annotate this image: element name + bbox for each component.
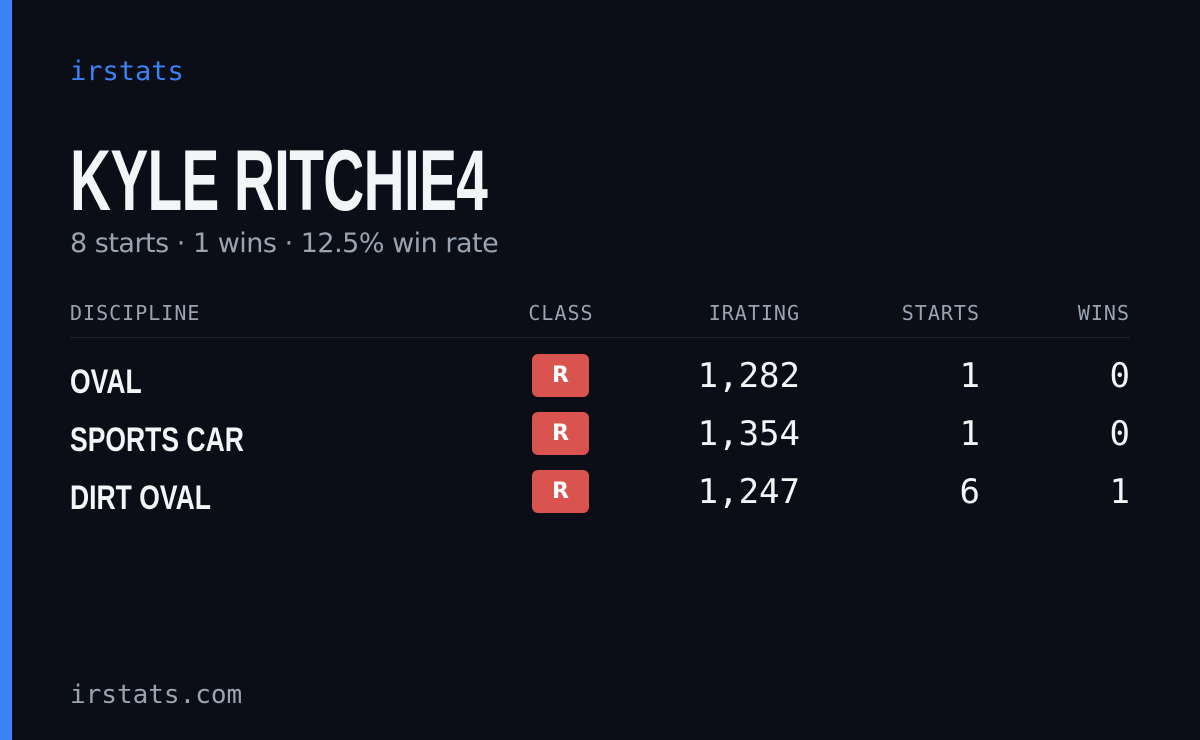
starts: 1 — [959, 356, 980, 396]
column-header: DISCIPLINE — [70, 301, 201, 325]
header-rule — [70, 337, 1130, 338]
footer: irstats.com — [70, 680, 243, 710]
brand: irstats — [70, 56, 184, 87]
summary: 8 starts · 1 wins · 12.5% win rate — [70, 228, 499, 259]
discipline: SPORTS CAR — [70, 421, 244, 459]
column-header: CLASS — [528, 301, 594, 325]
wins: 0 — [1109, 356, 1130, 396]
wins: 1 — [1109, 472, 1130, 512]
column-header: IRATING — [708, 301, 800, 325]
irating: 1,247 — [697, 472, 800, 512]
column-header: WINS — [1077, 301, 1130, 325]
class-badge: R — [532, 354, 589, 397]
starts: 1 — [959, 414, 980, 454]
discipline: DIRT OVAL — [70, 479, 211, 517]
player-name: KYLE RITCHIE4 — [70, 133, 488, 229]
accent-bar — [0, 0, 12, 740]
wins: 0 — [1109, 414, 1130, 454]
class-badge: R — [532, 412, 589, 455]
class-badge: R — [532, 470, 589, 513]
column-header: STARTS — [901, 301, 980, 325]
irating: 1,354 — [697, 414, 800, 454]
starts: 6 — [959, 472, 980, 512]
irating: 1,282 — [697, 356, 800, 396]
discipline: OVAL — [70, 363, 142, 401]
